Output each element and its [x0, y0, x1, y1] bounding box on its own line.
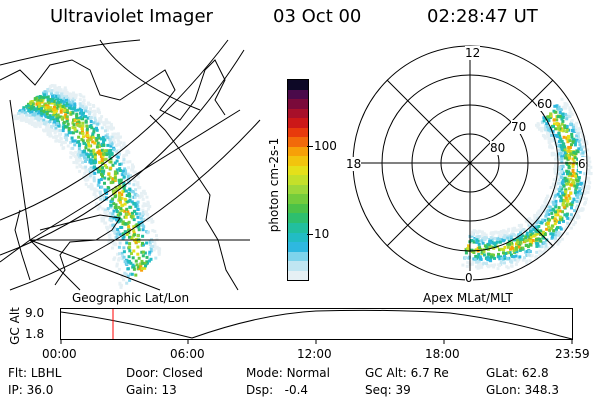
grid-line: [0, 239, 31, 263]
mlt-label-0: 0: [465, 271, 473, 285]
colorbar: [287, 79, 309, 281]
colorbar-band: [288, 213, 308, 223]
app-title: Ultraviolet Imager: [50, 6, 213, 27]
colorbar-band: [288, 184, 308, 195]
mlt-label-18: 18: [346, 157, 362, 171]
colorbar-band: [288, 80, 308, 90]
geographic-label: Geographic Lat/Lon: [72, 291, 190, 305]
grid-arc: [0, 39, 229, 221]
grid-arc: [0, 49, 245, 256]
timeline-xtick-3: 18:00: [425, 347, 460, 361]
colorbar-band: [288, 165, 308, 176]
gc-alt-info: GC Alt: 6.7 Re: [365, 366, 449, 380]
mode-info: Mode: Normal: [246, 366, 330, 380]
colorbar-band: [288, 203, 308, 214]
grid-arc: [0, 39, 141, 66]
grid-line: [29, 239, 161, 291]
timeline-ylabel: GC Alt: [8, 307, 22, 345]
grid-arc: [9, 119, 261, 291]
colorbar-label: photon cm-2s-1: [267, 137, 281, 233]
auroral-oval-geo: [12, 84, 162, 289]
filter-info: Flt: LBHL: [8, 366, 62, 380]
orbit-altitude-curve: [60, 309, 573, 340]
lat-label-70: 70: [511, 120, 527, 134]
colorbar-band: [288, 251, 308, 262]
grid-arc: [99, 39, 201, 111]
timeline-xtick-1: 06:00: [170, 347, 205, 361]
glon-info: GLon: 348.3: [486, 383, 559, 397]
lat-label-60: 60: [537, 97, 553, 111]
geographic-map: [0, 39, 261, 291]
colorbar-band: [288, 222, 308, 233]
timeline-xtick-2: 12:00: [297, 347, 332, 361]
grid-line: [29, 109, 241, 241]
coastline: [0, 59, 226, 121]
colorbar-band: [288, 194, 308, 204]
date-label: 03 Oct 00: [273, 6, 362, 27]
orbit-timeline: [60, 308, 573, 344]
colorbar-band: [288, 89, 308, 100]
auroral-oval-mlt: [461, 97, 593, 271]
colorbar-tick-10: 10: [314, 227, 330, 241]
colorbar-band: [288, 127, 308, 138]
mlt-line-diagonal: [386, 79, 554, 247]
dsp-info: Dsp: -0.4: [246, 383, 309, 397]
colorbar-band: [288, 137, 308, 147]
seq-info: Seq: 39: [365, 383, 411, 397]
ip-info: IP: 36.0: [8, 383, 54, 397]
coastline: [14, 209, 31, 281]
colorbar-tick-100: 100: [314, 139, 337, 153]
apex-label: Apex MLat/MLT: [423, 291, 513, 305]
colorbar-band: [288, 270, 308, 281]
glat-info: GLat: 62.8: [486, 366, 549, 380]
time-label: 02:28:47 UT: [427, 6, 538, 27]
colorbar-band: [288, 261, 308, 271]
timeline-ytick-low: 1.8: [25, 327, 45, 341]
coastline: [39, 214, 121, 286]
lat-label-80: 80: [490, 141, 506, 155]
colorbar-band: [288, 108, 308, 119]
colorbar-band: [288, 118, 308, 128]
gain-info: Gain: 13: [126, 383, 177, 397]
grid-line: [29, 239, 81, 291]
colorbar-band: [288, 175, 308, 185]
timeline-xtick-0: 00:00: [42, 347, 77, 361]
mlt-label-6: 6: [578, 157, 586, 171]
grid-line: [9, 99, 31, 241]
coastline: [149, 114, 239, 291]
colorbar-band: [288, 156, 308, 166]
timeline-xtick-4: 23:59: [555, 347, 590, 361]
colorbar-band: [288, 232, 308, 243]
colorbar-band: [288, 242, 308, 252]
mlt-label-12: 12: [465, 46, 481, 60]
polar-plot: [352, 45, 593, 281]
colorbar-band: [288, 99, 308, 109]
colorbar-band: [288, 146, 308, 157]
door-info: Door: Closed: [126, 366, 203, 380]
timeline-ytick-high: 9.0: [25, 306, 45, 320]
